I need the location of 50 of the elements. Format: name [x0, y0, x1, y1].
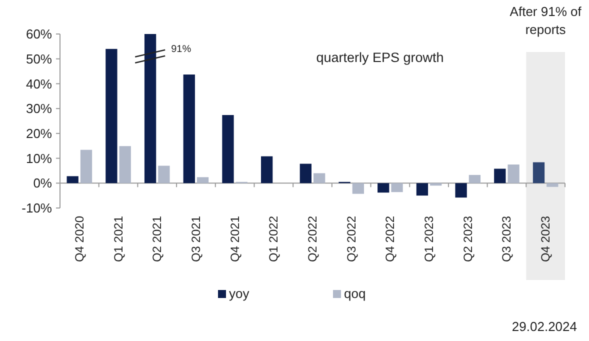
- y-tick-label: 30%: [26, 101, 52, 116]
- bar: [261, 156, 273, 184]
- x-tick-label: Q2 2021: [150, 216, 164, 262]
- legend-label: yoy: [229, 286, 250, 301]
- y-tick-label: 50%: [26, 51, 52, 66]
- bar: [196, 177, 209, 184]
- y-tick-label: -10%: [22, 200, 52, 216]
- y-tick-label: 20%: [26, 126, 52, 141]
- x-tick-label: Q4 2020: [72, 216, 86, 262]
- bar: [66, 176, 78, 184]
- x-tick-label: Q3 2022: [344, 216, 358, 262]
- x-tick-label: Q3 2023: [500, 216, 514, 262]
- bar: [391, 183, 403, 192]
- x-tick-label: Q1 2022: [266, 216, 281, 262]
- annotation: 91%: [171, 44, 192, 55]
- x-tick-label: Q4 2022: [383, 216, 398, 262]
- bar: [508, 164, 520, 184]
- bar: [119, 146, 131, 184]
- bar: [416, 183, 428, 196]
- x-tick-label: Q2 2023: [460, 216, 475, 262]
- y-tick-label: 0%: [33, 176, 52, 191]
- y-tick-label: 10%: [26, 150, 52, 166]
- bar: [468, 174, 481, 184]
- x-tick-label: Q3 2021: [188, 216, 203, 262]
- y-tick-label: 60%: [26, 26, 52, 42]
- x-tick-label: Q2 2022: [306, 216, 320, 262]
- legend-label: qoq: [344, 286, 366, 301]
- x-tick-label: Q4 2023: [538, 216, 553, 262]
- bar: [352, 183, 364, 194]
- bar: [158, 166, 170, 184]
- y-tick-label: 40%: [26, 76, 52, 92]
- band-label: After 91% of reports: [510, 4, 582, 37]
- bar: [430, 183, 442, 186]
- bar: [546, 183, 558, 187]
- bar: [300, 164, 312, 184]
- bar: [314, 173, 326, 184]
- bar: [183, 74, 195, 184]
- bar: [222, 115, 234, 184]
- bar: [494, 168, 506, 184]
- x-tick-label: Q1 2023: [422, 216, 436, 262]
- text: quarterly EPS growth: [316, 50, 444, 65]
- bar: [80, 150, 92, 184]
- bar: [455, 183, 467, 198]
- bar: [144, 34, 156, 184]
- bar: [106, 48, 118, 184]
- bar: [532, 162, 545, 184]
- x-tick-label: Q1 2021: [111, 216, 126, 262]
- text: 29.02.2024: [512, 319, 577, 334]
- x-tick-label: Q4 2021: [228, 216, 242, 262]
- bar: [378, 183, 390, 193]
